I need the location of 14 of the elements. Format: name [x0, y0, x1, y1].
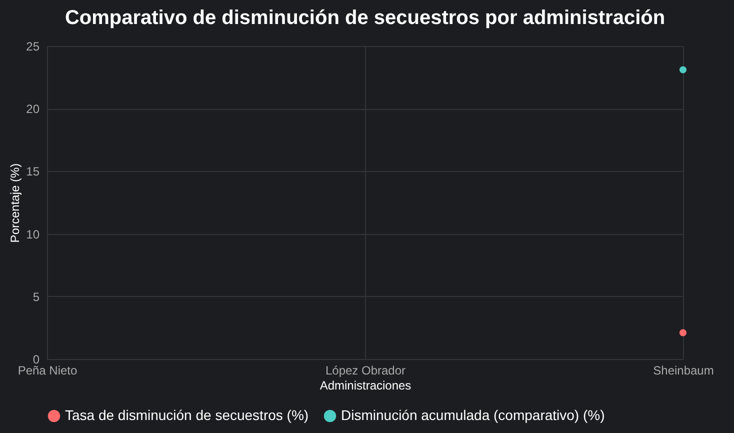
- x-tick-label: Sheinbaum: [653, 364, 714, 378]
- chart-title: Comparativo de disminución de secuestros por administración: [64, 7, 666, 29]
- y-tick-label: 15: [26, 164, 40, 179]
- y-axis-title: Porcentaje (%): [8, 163, 22, 243]
- legend-label: Tasa de disminución de secuestros (%): [65, 407, 309, 423]
- y-tick-label: 20: [26, 102, 40, 116]
- x-tick-label: Peña Nieto: [18, 364, 78, 378]
- x-tick-label: López Obrador: [325, 364, 406, 378]
- y-tick-label: 0: [32, 352, 40, 366]
- y-tick-label: 10: [26, 227, 40, 242]
- y-tick-label: 5: [32, 290, 40, 304]
- legend-label: Disminución acumulada (comparativo) (%): [341, 407, 605, 423]
- y-tick-label: 25: [26, 40, 40, 54]
- x-axis-title: Administraciones: [320, 378, 412, 392]
